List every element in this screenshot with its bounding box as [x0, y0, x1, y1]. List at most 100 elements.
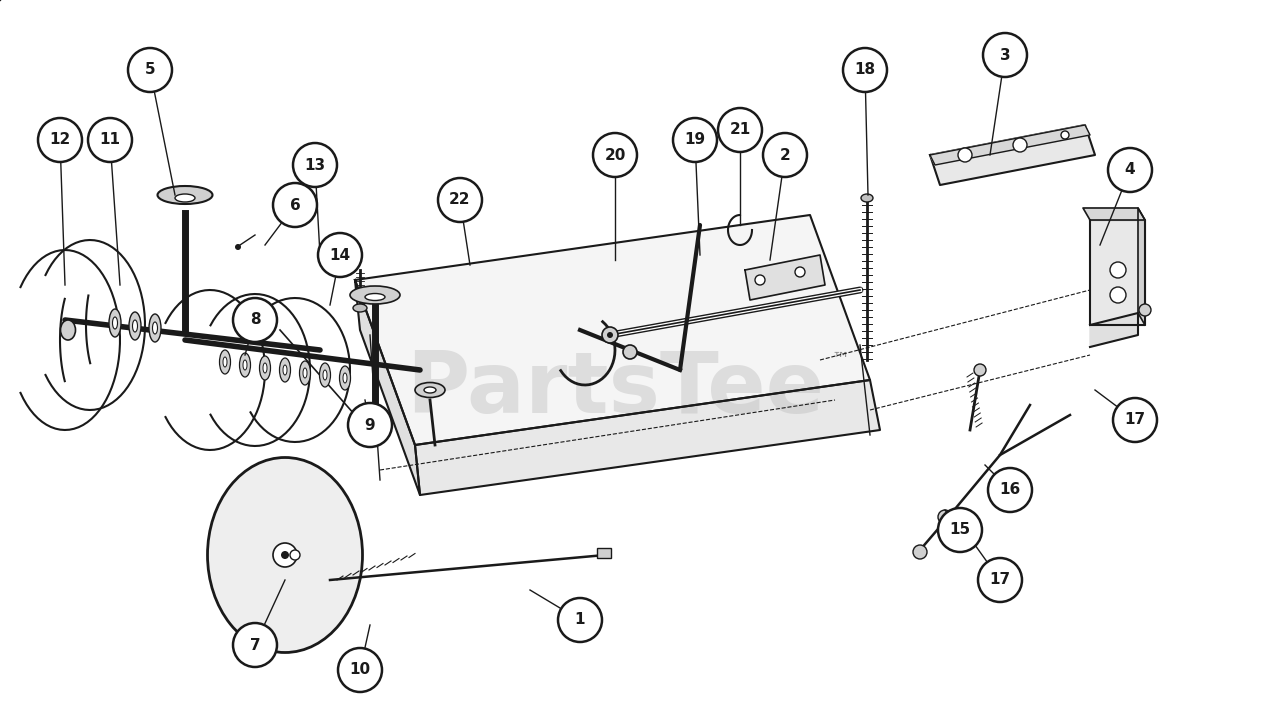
Ellipse shape [320, 363, 330, 387]
Ellipse shape [207, 458, 362, 653]
Text: 20: 20 [604, 147, 626, 162]
Circle shape [38, 118, 82, 162]
Text: 16: 16 [1000, 483, 1020, 498]
Ellipse shape [323, 370, 326, 380]
Ellipse shape [349, 286, 399, 304]
Ellipse shape [343, 373, 347, 383]
Ellipse shape [60, 320, 76, 340]
Circle shape [602, 327, 618, 343]
Ellipse shape [415, 383, 445, 398]
Text: 18: 18 [855, 62, 876, 77]
Text: 22: 22 [449, 192, 471, 207]
Text: 1: 1 [575, 613, 585, 628]
Text: 17: 17 [989, 573, 1011, 588]
Circle shape [558, 598, 602, 642]
Circle shape [844, 48, 887, 92]
Circle shape [957, 148, 972, 162]
Text: 4: 4 [1125, 162, 1135, 177]
Circle shape [718, 108, 762, 152]
Text: 7: 7 [250, 638, 260, 653]
Circle shape [1061, 131, 1069, 139]
Text: 21: 21 [730, 122, 750, 137]
Polygon shape [415, 380, 881, 495]
Circle shape [593, 133, 637, 177]
Ellipse shape [300, 361, 311, 385]
Ellipse shape [365, 293, 385, 300]
Text: 10: 10 [349, 663, 371, 678]
Polygon shape [1138, 208, 1146, 325]
Text: PartsTee: PartsTee [406, 348, 824, 431]
Circle shape [233, 623, 276, 667]
Polygon shape [355, 280, 420, 495]
Circle shape [88, 118, 132, 162]
Ellipse shape [861, 194, 873, 202]
Polygon shape [1083, 208, 1146, 220]
Text: 5: 5 [145, 62, 155, 77]
Circle shape [673, 118, 717, 162]
Circle shape [607, 332, 613, 338]
Ellipse shape [152, 322, 157, 334]
Text: 12: 12 [50, 132, 70, 147]
Polygon shape [1091, 313, 1138, 347]
Ellipse shape [239, 353, 251, 377]
Ellipse shape [339, 366, 351, 390]
Text: 19: 19 [685, 132, 705, 147]
Ellipse shape [243, 360, 247, 370]
Circle shape [317, 233, 362, 277]
Circle shape [128, 48, 172, 92]
Circle shape [755, 275, 765, 285]
Circle shape [795, 267, 805, 277]
Circle shape [938, 510, 952, 524]
Ellipse shape [148, 314, 161, 342]
Circle shape [938, 508, 982, 552]
Circle shape [291, 550, 300, 560]
Text: 15: 15 [950, 523, 970, 538]
Circle shape [623, 345, 637, 359]
Ellipse shape [353, 304, 367, 312]
Circle shape [438, 178, 483, 222]
Circle shape [1114, 398, 1157, 442]
Circle shape [1110, 287, 1126, 303]
Circle shape [983, 33, 1027, 77]
Text: ™: ™ [831, 351, 849, 369]
Ellipse shape [175, 194, 195, 202]
Ellipse shape [113, 317, 118, 329]
Circle shape [1012, 138, 1027, 152]
Ellipse shape [223, 357, 227, 367]
Text: 13: 13 [305, 157, 325, 172]
Ellipse shape [157, 186, 212, 204]
Ellipse shape [133, 320, 137, 332]
Circle shape [763, 133, 806, 177]
Text: 17: 17 [1124, 413, 1146, 428]
Ellipse shape [279, 358, 291, 382]
Circle shape [233, 298, 276, 342]
Text: 11: 11 [100, 132, 120, 147]
Circle shape [273, 183, 317, 227]
Ellipse shape [424, 387, 436, 393]
Text: 8: 8 [250, 312, 260, 327]
Polygon shape [355, 215, 870, 445]
Ellipse shape [219, 350, 230, 374]
FancyBboxPatch shape [596, 548, 611, 558]
Circle shape [1139, 304, 1151, 316]
Ellipse shape [283, 365, 287, 375]
Circle shape [974, 364, 986, 376]
Circle shape [273, 543, 297, 567]
Ellipse shape [262, 363, 268, 373]
Circle shape [1110, 262, 1126, 278]
Circle shape [913, 545, 927, 559]
Circle shape [348, 403, 392, 447]
Ellipse shape [260, 356, 270, 380]
Polygon shape [931, 125, 1094, 185]
Polygon shape [745, 255, 826, 300]
Ellipse shape [303, 368, 307, 378]
Circle shape [236, 244, 241, 250]
Text: 3: 3 [1000, 47, 1010, 62]
Circle shape [338, 648, 381, 692]
Text: 6: 6 [289, 197, 301, 212]
Text: 14: 14 [329, 247, 351, 262]
Circle shape [282, 551, 289, 559]
Circle shape [978, 558, 1021, 602]
Circle shape [988, 468, 1032, 512]
Text: 2: 2 [780, 147, 790, 162]
